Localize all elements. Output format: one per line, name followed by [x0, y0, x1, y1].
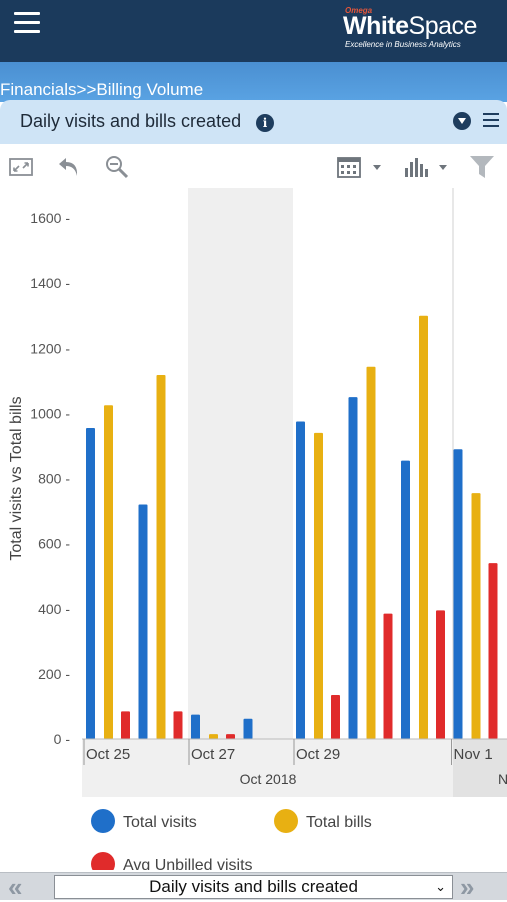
y-tick-label: 1200 -: [30, 340, 70, 356]
zoom-out-icon[interactable]: [104, 154, 130, 180]
panel-title: Daily visits and bills created: [20, 111, 242, 131]
legend-label[interactable]: Total visits: [123, 814, 197, 831]
bar: [104, 405, 113, 739]
report-select[interactable]: Daily visits and bills created ⌄: [54, 875, 453, 899]
bottom-bar: « Daily visits and bills created ⌄ »: [0, 872, 507, 900]
hamburger-menu-icon[interactable]: [14, 12, 40, 34]
y-tick-label: 200 -: [38, 666, 70, 682]
chevron-down-icon: ⌄: [435, 879, 446, 894]
legend-label[interactable]: Avg Unbilled visits: [123, 857, 253, 870]
bar: [138, 504, 148, 739]
x-axis-band-next-month: [453, 739, 507, 797]
x-tick-label: Oct 29: [296, 746, 340, 763]
bar: [173, 711, 183, 739]
previous-report-button[interactable]: «: [8, 872, 23, 902]
bar: [366, 366, 376, 739]
bar: [401, 460, 410, 739]
y-tick-label: 1600 -: [30, 210, 70, 226]
legend-marker[interactable]: [274, 809, 298, 833]
bar: [226, 734, 235, 739]
y-axis-label: Total visits vs Total bills: [8, 396, 25, 560]
y-tick-label: 800 -: [38, 471, 70, 487]
x-group-label-next: N: [498, 771, 507, 787]
bar: [348, 397, 358, 739]
bar: [209, 734, 218, 739]
undo-icon[interactable]: [56, 154, 82, 180]
breadcrumb[interactable]: Financials>>Billing Volume: [0, 80, 204, 99]
breadcrumb-bar: Financials>>Billing Volume: [0, 62, 507, 102]
brand-small-text: Omega: [345, 6, 373, 15]
bar: [436, 610, 445, 739]
bar-chart: 0 - 200 - 400 - 600 - 800 - 1000 - 1200 - 1400 …: [8, 188, 507, 870]
panel-menu-icon[interactable]: [483, 113, 499, 129]
bar: [419, 315, 428, 739]
y-tick-label: 1400 -: [30, 275, 70, 291]
bar: [383, 613, 393, 739]
bar: [453, 449, 463, 739]
bar: [296, 421, 305, 739]
panel-title-bar: Daily visits and bills created i: [0, 100, 507, 144]
y-tick-label: 600 -: [38, 536, 70, 552]
y-tick-label: 0 -: [54, 731, 71, 747]
bar: [191, 714, 200, 739]
legend-marker[interactable]: [91, 809, 115, 833]
bar: [488, 563, 498, 739]
weekend-shade: [188, 188, 293, 739]
legend-label[interactable]: Total bills: [306, 814, 372, 831]
bar-chart-icon[interactable]: [402, 154, 452, 180]
x-group-label: Oct 2018: [240, 771, 297, 787]
x-tick-label: Nov 1: [454, 746, 493, 763]
info-icon[interactable]: i: [256, 114, 274, 132]
x-tick-label: Oct 27: [191, 746, 235, 763]
x-tick-label: Oct 25: [86, 746, 130, 763]
top-bar: Omega WhiteSpace Excellence in Business …: [0, 0, 507, 62]
y-tick-label: 1000 -: [30, 405, 70, 421]
chart-toolbar: [0, 144, 507, 190]
next-report-button[interactable]: »: [460, 872, 475, 902]
legend-marker[interactable]: [91, 852, 115, 870]
bar: [156, 374, 166, 739]
filter-icon[interactable]: [468, 154, 496, 180]
bar: [331, 695, 340, 739]
bar: [471, 493, 481, 739]
expand-icon[interactable]: [8, 154, 34, 180]
bar: [86, 428, 95, 739]
brand-name: WhiteSpace: [343, 12, 477, 40]
bar: [243, 718, 253, 739]
download-icon[interactable]: [453, 112, 471, 130]
brand-logo: Omega WhiteSpace Excellence in Business …: [341, 6, 481, 52]
y-tick-label: 400 -: [38, 601, 70, 617]
calendar-icon[interactable]: [336, 154, 386, 180]
bar: [314, 432, 323, 739]
bar: [121, 711, 130, 739]
brand-tagline: Excellence in Business Analytics: [345, 40, 461, 49]
